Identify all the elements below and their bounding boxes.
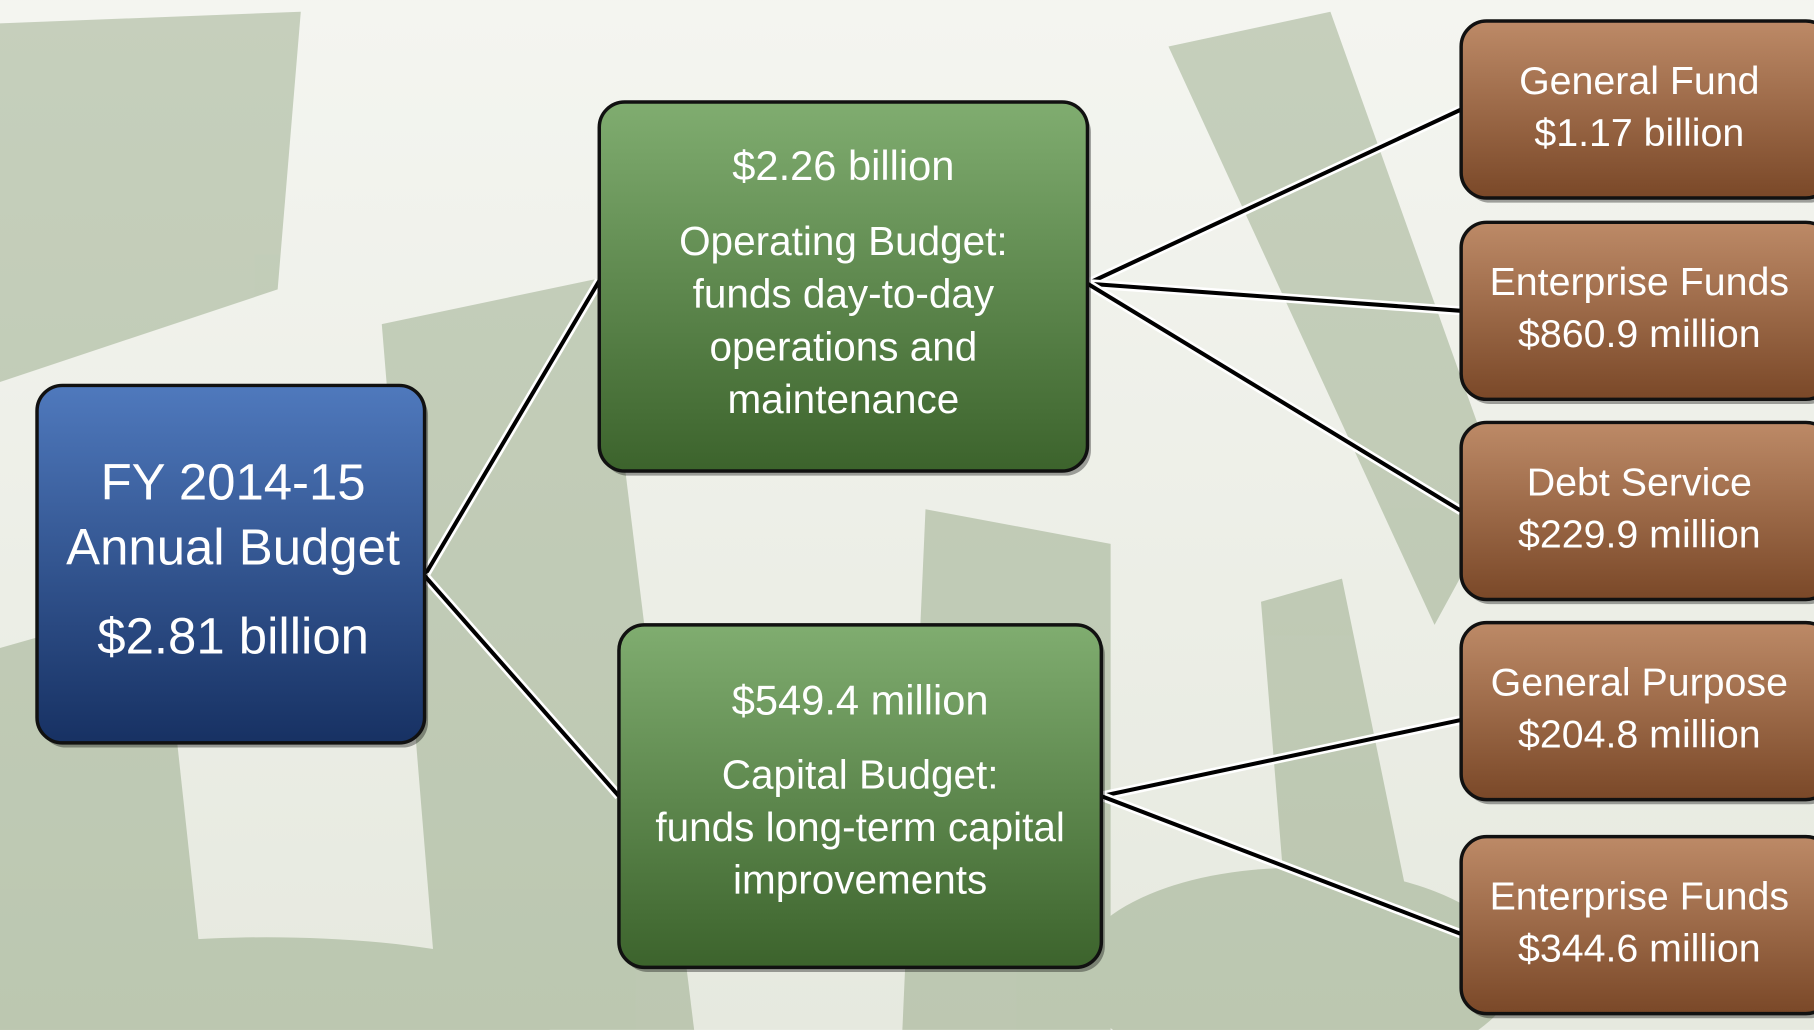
root-title: FY 2014-15 <box>101 454 366 511</box>
branch-amount: $549.4 million <box>732 677 989 724</box>
branch-description: funds long-term capital <box>655 804 1065 850</box>
branch-description: improvements <box>733 857 987 903</box>
branch-description: maintenance <box>727 376 959 422</box>
fund-box <box>1461 422 1814 599</box>
fund-name: General Purpose <box>1491 660 1788 704</box>
fund-name: Enterprise Funds <box>1490 874 1789 918</box>
branch-amount: $2.26 billion <box>732 142 954 189</box>
page: {"root": {"lines": ["FY 2014-15", "Annua… <box>0 0 1814 1030</box>
fund-box <box>1461 837 1814 1014</box>
root-amount: $2.81 billion <box>97 607 369 664</box>
root-title: Annual Budget <box>66 518 400 575</box>
fund-amount: $229.9 million <box>1518 512 1761 556</box>
branch-description: funds day-to-day <box>693 271 995 317</box>
fund-amount: $204.8 million <box>1518 713 1761 757</box>
fund-amount: $1.17 billion <box>1534 111 1744 155</box>
branch-description: operations and <box>709 323 977 369</box>
branch-description: Capital Budget: <box>722 751 999 797</box>
fund-name: General Fund <box>1519 59 1759 103</box>
fund-amount: $344.6 million <box>1518 927 1761 971</box>
fund-name: Enterprise Funds <box>1490 260 1789 304</box>
fund-box <box>1461 21 1814 198</box>
branch-description: Operating Budget: <box>679 218 1008 264</box>
fund-amount: $860.9 million <box>1518 312 1761 356</box>
diagram: FY 2014-15 Annual Budget $2.81 billion $2.2… <box>0 0 1814 1030</box>
fund-box <box>1461 222 1814 399</box>
fund-box <box>1461 623 1814 800</box>
fund-name: Debt Service <box>1527 460 1752 504</box>
